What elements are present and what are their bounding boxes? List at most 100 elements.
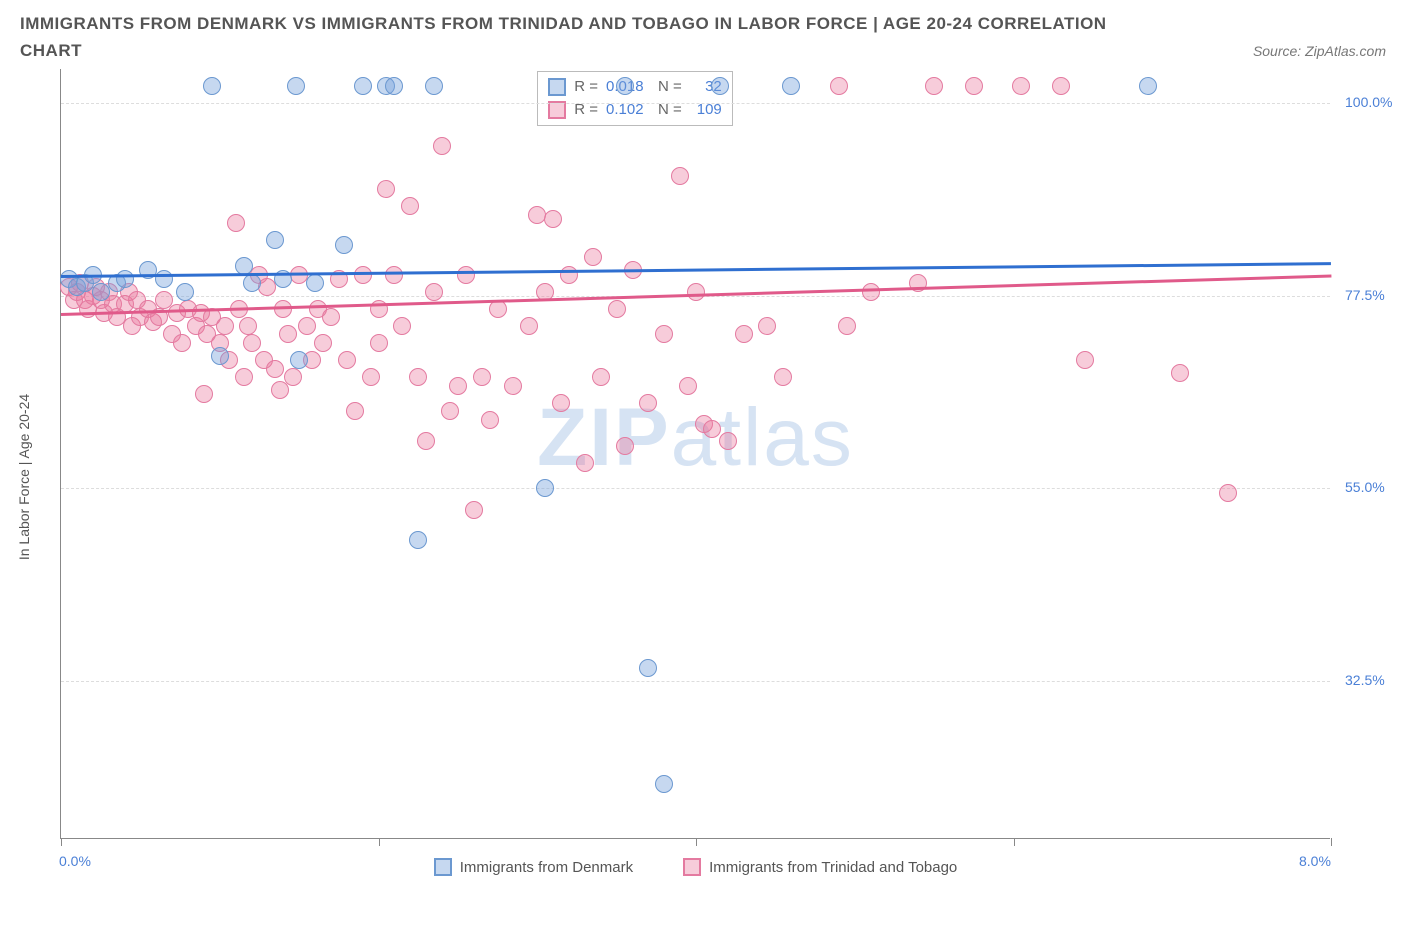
data-point — [441, 402, 459, 420]
data-point — [1171, 364, 1189, 382]
data-point — [425, 77, 443, 95]
data-point — [287, 77, 305, 95]
plot-area: ZIPatlas R =0.018N =32R =0.102N =109 Imm… — [60, 69, 1330, 839]
data-point — [306, 274, 324, 292]
n-value: 109 — [690, 99, 722, 122]
data-point — [1219, 484, 1237, 502]
data-point — [290, 351, 308, 369]
data-point — [560, 266, 578, 284]
data-point — [520, 317, 538, 335]
gridline — [61, 103, 1330, 104]
data-point — [481, 411, 499, 429]
data-point — [719, 432, 737, 450]
data-point — [338, 351, 356, 369]
y-tick-label: 55.0% — [1345, 479, 1385, 495]
x-tick — [61, 838, 62, 846]
data-point — [758, 317, 776, 335]
data-point — [639, 659, 657, 677]
data-point — [279, 325, 297, 343]
data-point — [830, 77, 848, 95]
data-point — [616, 77, 634, 95]
data-point — [370, 334, 388, 352]
x-tick — [696, 838, 697, 846]
data-point — [314, 334, 332, 352]
x-tick — [1331, 838, 1332, 846]
data-point — [216, 317, 234, 335]
subtitle-row: CHART Source: ZipAtlas.com — [20, 41, 1386, 61]
y-tick-label: 32.5% — [1345, 672, 1385, 688]
data-point — [639, 394, 657, 412]
data-point — [346, 402, 364, 420]
y-axis-label: In Labor Force | Age 20-24 — [16, 394, 32, 560]
stats-swatch — [548, 78, 566, 96]
data-point — [362, 368, 380, 386]
data-point — [711, 77, 729, 95]
data-point — [576, 454, 594, 472]
data-point — [465, 501, 483, 519]
chart-container: In Labor Force | Age 20-24 ZIPatlas R =0… — [20, 69, 1386, 884]
legend-label-denmark: Immigrants from Denmark — [460, 859, 633, 876]
data-point — [335, 236, 353, 254]
x-tick — [379, 838, 380, 846]
data-point — [417, 432, 435, 450]
data-point — [925, 77, 943, 95]
data-point — [608, 300, 626, 318]
data-point — [239, 317, 257, 335]
n-label: N = — [658, 99, 682, 122]
chart-title: IMMIGRANTS FROM DENMARK VS IMMIGRANTS FR… — [20, 10, 1386, 37]
data-point — [592, 368, 610, 386]
data-point — [735, 325, 753, 343]
watermark-light: atlas — [671, 392, 854, 483]
r-label: R = — [574, 76, 598, 99]
r-value: 0.102 — [606, 99, 650, 122]
r-label: R = — [574, 99, 598, 122]
gridline — [61, 488, 1330, 489]
data-point — [155, 270, 173, 288]
x-tick-label: 0.0% — [59, 853, 91, 869]
data-point — [116, 270, 134, 288]
data-point — [401, 197, 419, 215]
bottom-legend: Immigrants from Denmark Immigrants from … — [61, 858, 1330, 876]
data-point — [227, 214, 245, 232]
data-point — [536, 479, 554, 497]
data-point — [235, 368, 253, 386]
data-point — [203, 77, 221, 95]
data-point — [176, 283, 194, 301]
chart-source: Source: ZipAtlas.com — [1253, 43, 1386, 59]
data-point — [433, 137, 451, 155]
data-point — [1012, 77, 1030, 95]
data-point — [703, 420, 721, 438]
y-tick-label: 77.5% — [1345, 287, 1385, 303]
data-point — [838, 317, 856, 335]
data-point — [271, 381, 289, 399]
data-point — [243, 274, 261, 292]
data-point — [862, 283, 880, 301]
data-point — [1076, 351, 1094, 369]
data-point — [393, 317, 411, 335]
data-point — [322, 308, 340, 326]
stats-legend-row: R =0.018N =32 — [548, 76, 722, 99]
data-point — [425, 283, 443, 301]
data-point — [195, 385, 213, 403]
data-point — [266, 360, 284, 378]
data-point — [385, 266, 403, 284]
stats-legend-row: R = 0.102 N = 109 — [548, 99, 722, 122]
x-tick — [1014, 838, 1015, 846]
data-point — [671, 167, 689, 185]
data-point — [473, 368, 491, 386]
data-point — [655, 325, 673, 343]
stats-legend: R =0.018N =32R = 0.102 N = 109 — [537, 71, 733, 126]
data-point — [409, 531, 427, 549]
data-point — [377, 180, 395, 198]
data-point — [1052, 77, 1070, 95]
data-point — [385, 77, 403, 95]
n-label: N = — [658, 76, 682, 99]
data-point — [584, 248, 602, 266]
data-point — [655, 775, 673, 793]
data-point — [173, 334, 191, 352]
data-point — [965, 77, 983, 95]
legend-item-denmark: Immigrants from Denmark — [434, 858, 633, 876]
data-point — [243, 334, 261, 352]
data-point — [457, 266, 475, 284]
y-tick-label: 100.0% — [1345, 94, 1392, 110]
